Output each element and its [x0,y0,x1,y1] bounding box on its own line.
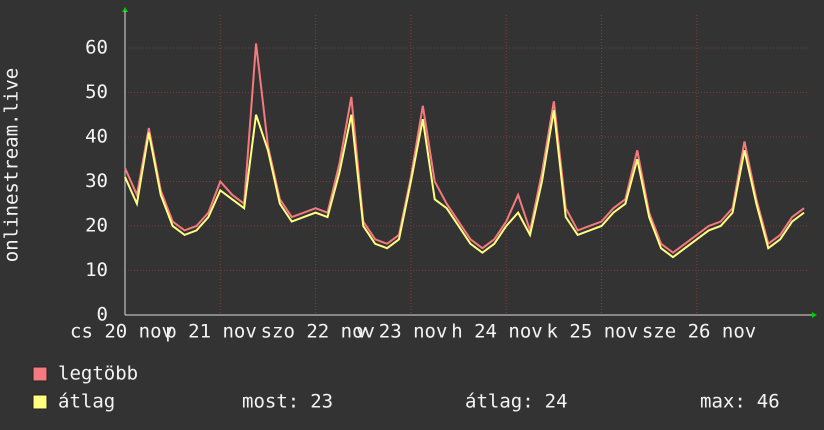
stat-value: 23 [310,391,333,413]
x-axis-arrow [812,312,817,318]
y-tick-label: 60 [85,36,108,58]
x-tick-label: sze 26 nov [642,321,756,343]
y-tick-label: 50 [85,81,108,103]
x-tick-label: k 25 nov [547,321,639,343]
y-tick-label: 10 [85,259,108,281]
y-tick-label: 0 [97,304,108,326]
x-tick-label: h 24 nov [451,321,543,343]
legend-swatch [32,394,48,410]
y-tick-label: 30 [85,170,108,192]
stat-label: átlag: [465,391,534,413]
stat-label: max: [700,391,746,413]
stat-value: 24 [545,391,568,413]
legend-label: legtöbb [58,363,138,385]
series-line [124,43,805,254]
y-tick-label: 40 [85,125,108,147]
y-tick-label: 20 [85,214,108,236]
stat-label: most: [242,391,299,413]
x-tick-label: v 23 nov [356,321,448,343]
legend-label: átlag [58,391,115,413]
x-tick-label: szo 22 nov [261,321,375,343]
x-tick-label: cs 20 nov [70,321,173,343]
x-tick-label: p 21 nov [165,321,257,343]
series-line [124,110,805,259]
legend-swatch [32,366,48,382]
y-axis-arrow [122,7,128,12]
y-axis-label: onlinestream.live [1,68,23,262]
stat-value: 46 [757,391,780,413]
